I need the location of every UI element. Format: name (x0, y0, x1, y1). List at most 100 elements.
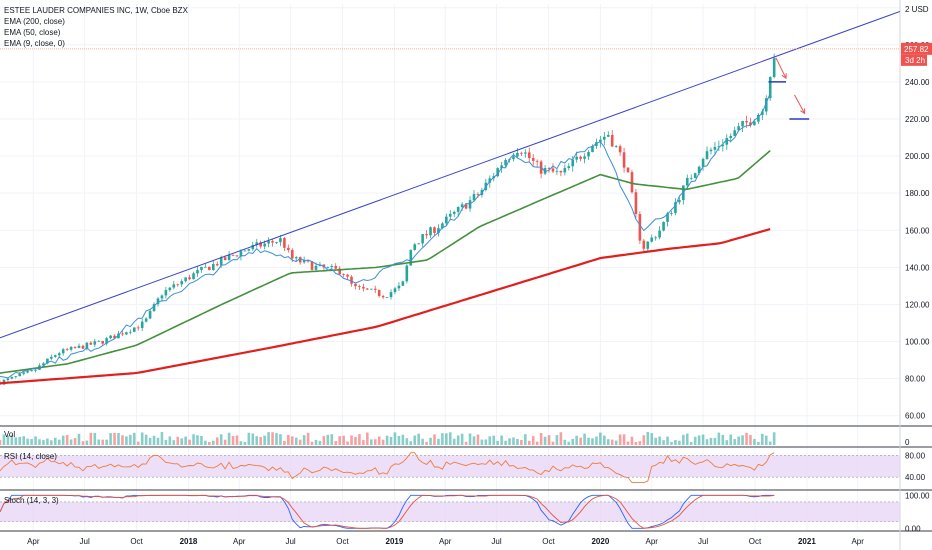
candle-body (188, 277, 191, 280)
volume-bar (464, 441, 468, 445)
time-tick-label: Oct (130, 537, 143, 546)
drawing-overlays[interactable] (0, 10, 901, 339)
price-time-axes[interactable]: 2 USD 60.00 80.00 100.00 120.00 140.00 160.00 1… (27, 5, 932, 546)
volume-bar (283, 440, 286, 445)
candle-body (713, 146, 717, 150)
volume-bar (172, 440, 176, 445)
legend-ema9: EMA (9, close, 0) (4, 39, 65, 48)
candle-body (192, 273, 195, 280)
volume-bar (642, 435, 646, 445)
chart-legend[interactable]: ESTEE LAUDER COMPANIES INC, 1W, Cboe BZX… (4, 6, 189, 505)
candle-body (599, 139, 602, 143)
volume-bar (654, 437, 657, 445)
volume-bar (630, 436, 634, 445)
volume-bar (61, 435, 65, 445)
candle-body (654, 237, 657, 239)
candle-body (342, 274, 345, 275)
price-tick-label: 140.00 (905, 263, 930, 272)
volume-pane-label: Vol (4, 430, 15, 439)
volume-bar (492, 435, 496, 445)
volume-bar (496, 440, 499, 445)
volume-bar (2, 434, 6, 445)
volume-bar (689, 441, 693, 445)
candle-body (409, 249, 413, 266)
candle-body (417, 243, 420, 245)
volume-bar (508, 438, 511, 445)
candle-body (456, 207, 460, 212)
candle-body (709, 149, 713, 152)
stoch-band (0, 501, 900, 522)
volume-bar (310, 441, 314, 445)
candle-body (524, 152, 527, 154)
volume-bar (322, 436, 326, 445)
ema-200-line (0, 228, 771, 385)
candle-body (764, 98, 768, 112)
volume-bar (705, 439, 709, 445)
volume-bar (235, 435, 239, 445)
price-tick-label: 240.00 (905, 78, 930, 87)
volume-bar (192, 434, 195, 445)
volume-bar (591, 438, 594, 445)
stoch-tick-label: 0.00 (905, 524, 921, 533)
time-tick-label: 2019 (386, 537, 404, 546)
candle-body (235, 255, 239, 257)
candle-body (42, 363, 45, 366)
candle-body (693, 173, 697, 178)
candle-body (152, 304, 156, 311)
volume-bar (184, 436, 187, 445)
volume-bar (662, 440, 665, 445)
volume-bar (290, 436, 294, 445)
volume-bar (129, 434, 132, 445)
candle-body (53, 355, 57, 357)
volume-bar (555, 435, 559, 445)
volume-bar (614, 440, 618, 445)
volume-bar (527, 440, 531, 445)
candle-body (290, 250, 294, 259)
candle-body (350, 276, 353, 284)
volume-bar (761, 433, 764, 445)
volume-bar (437, 438, 440, 445)
candle-body (571, 159, 575, 167)
bar-countdown: 3d 2h (905, 56, 925, 65)
candle-body (22, 372, 25, 374)
volume-bar (693, 436, 697, 445)
time-tick-label: Jul (698, 537, 708, 546)
stochastic-pane (0, 494, 900, 529)
volume-bar (211, 440, 215, 445)
candle-body (109, 335, 112, 339)
volume-bar (543, 436, 547, 445)
volume-bar (156, 437, 160, 445)
volume-bar (433, 434, 436, 445)
candle-body (204, 266, 207, 268)
volume-bar (346, 441, 349, 445)
time-tick-label: Apr (439, 537, 452, 546)
volume-bar (219, 434, 223, 445)
candle-body (638, 214, 642, 241)
volume-bar (729, 434, 733, 445)
volume-bar (243, 441, 247, 445)
time-tick-label: 2018 (180, 537, 198, 546)
volume-bar (152, 435, 156, 445)
volume-bar (105, 439, 108, 445)
time-tick-label: Apr (851, 537, 864, 546)
volume-bar (136, 441, 140, 445)
volume-bar (413, 435, 417, 445)
candle-body (579, 156, 582, 159)
volume-bar (472, 436, 476, 445)
candle-body (737, 126, 740, 131)
volume-bar (168, 436, 172, 445)
volume-bar (539, 433, 543, 445)
volume-bar (389, 436, 393, 445)
volume-bar (334, 440, 338, 445)
candle-body (10, 376, 14, 379)
rsi-pane-label: RSI (14, close) (4, 452, 57, 461)
candle-body (603, 136, 606, 140)
volume-bar (638, 441, 642, 445)
candle-body (211, 264, 215, 271)
candle-body (555, 170, 559, 172)
candle-body (520, 152, 523, 154)
time-tick-label: 2021 (798, 537, 816, 546)
volume-bar (208, 441, 211, 445)
last-price-badge (901, 42, 932, 55)
